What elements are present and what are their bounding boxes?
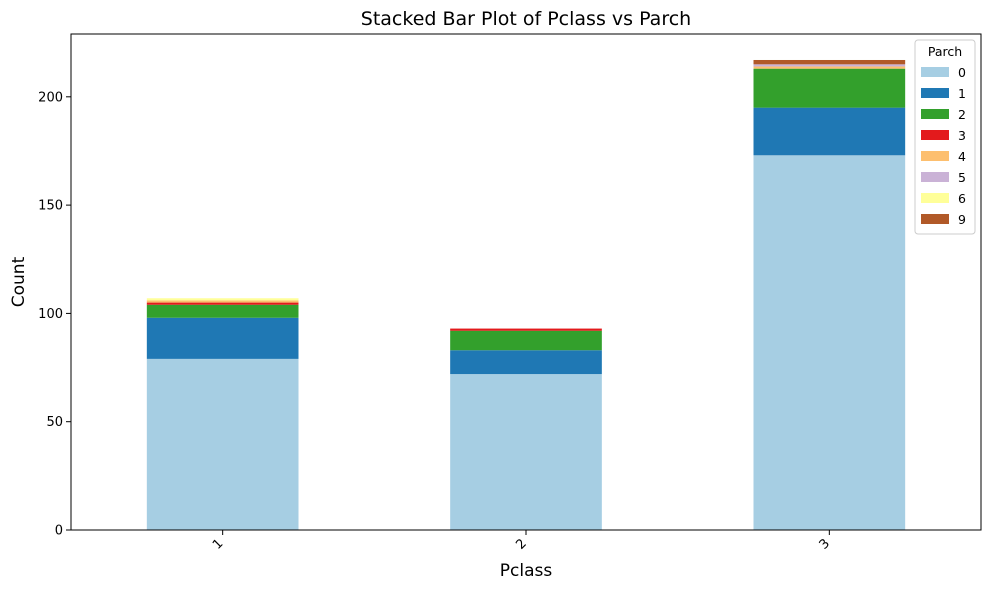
legend-swatch-3 xyxy=(921,130,949,140)
legend-title: Parch xyxy=(928,44,962,59)
legend-label-0: 0 xyxy=(958,65,966,80)
legend-swatch-6 xyxy=(921,193,949,203)
bar-pclass-3-parch-4 xyxy=(753,66,906,69)
bar-pclass-1-parch-0 xyxy=(146,358,299,530)
y-tick-label: 50 xyxy=(46,415,63,430)
legend-label-4: 4 xyxy=(958,149,966,164)
bar-pclass-3-parch-1 xyxy=(753,107,906,156)
legend-swatch-9 xyxy=(921,214,949,224)
x-tick-label: 3 xyxy=(817,536,833,552)
bar-pclass-1-parch-6 xyxy=(146,298,299,301)
bar-pclass-2-parch-0 xyxy=(450,374,602,530)
y-axis-label: Count xyxy=(9,256,29,307)
legend-label-9: 9 xyxy=(958,212,966,227)
y-tick-label: 150 xyxy=(38,199,63,214)
y-tick-label: 0 xyxy=(55,524,63,539)
bar-pclass-3-parch-0 xyxy=(753,155,906,531)
legend-swatch-0 xyxy=(921,67,949,77)
bar-pclass-1-parch-1 xyxy=(146,317,299,359)
legend: Parch 0 1 2 3 4 5 6 9 xyxy=(914,39,976,235)
x-tick-label: 2 xyxy=(513,536,529,552)
bar-pclass-2-parch-2 xyxy=(450,330,602,351)
bar-pclass-3-parch-9 xyxy=(753,59,906,65)
bar-pclass-3-parch-5 xyxy=(753,64,906,67)
bar-pclass-2-parch-1 xyxy=(450,350,602,375)
bar-pclass-1-parch-3 xyxy=(146,302,299,305)
legend-swatch-1 xyxy=(921,88,949,98)
bars-layer xyxy=(146,59,906,531)
legend-swatch-5 xyxy=(921,172,949,182)
x-tick-label: 1 xyxy=(210,536,226,552)
bar-pclass-2-parch-3 xyxy=(450,328,602,331)
bar-pclass-1-parch-4 xyxy=(146,300,299,303)
x-axis-label: Pclass xyxy=(500,561,553,581)
legend-swatch-2 xyxy=(921,109,949,119)
legend-label-2: 2 xyxy=(958,107,966,122)
y-tick-label: 200 xyxy=(38,90,63,105)
legend-label-5: 5 xyxy=(958,170,966,185)
legend-swatch-4 xyxy=(921,151,949,161)
legend-label-3: 3 xyxy=(958,128,966,143)
legend-label-6: 6 xyxy=(958,191,966,206)
y-tick-label: 100 xyxy=(38,307,63,322)
bar-pclass-3-parch-2 xyxy=(753,68,906,108)
chart-title: Stacked Bar Plot of Pclass vs Parch xyxy=(361,8,691,30)
bar-pclass-1-parch-2 xyxy=(146,304,299,318)
legend-label-1: 1 xyxy=(958,86,966,101)
